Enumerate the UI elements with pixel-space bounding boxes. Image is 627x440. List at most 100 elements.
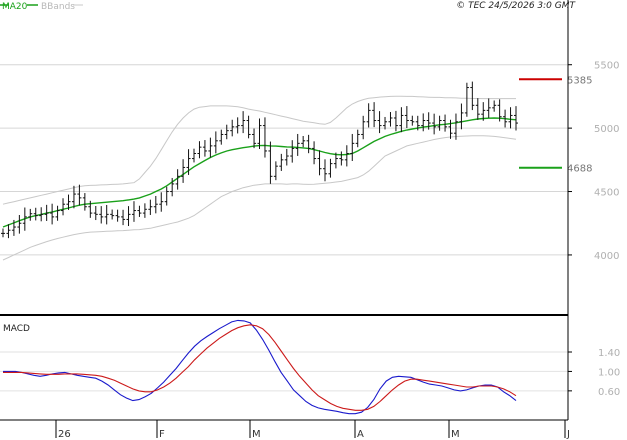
price-bar bbox=[492, 100, 497, 112]
price-markers: 5385 4688 bbox=[519, 75, 592, 175]
price-bar bbox=[50, 203, 55, 225]
price-bar bbox=[131, 201, 136, 222]
price-bar bbox=[388, 112, 393, 127]
bbands-upper-line bbox=[2, 95, 516, 205]
macd-lines bbox=[3, 319, 517, 415]
price-bar bbox=[268, 141, 273, 184]
price-bar bbox=[88, 200, 93, 218]
price-bar bbox=[71, 185, 76, 209]
price-bar bbox=[432, 113, 437, 135]
price-bar bbox=[290, 140, 295, 163]
legend-bbands: BBands bbox=[41, 2, 75, 12]
x-tick-label: F bbox=[159, 429, 165, 440]
price-bar bbox=[312, 141, 317, 165]
price-bar bbox=[197, 141, 202, 159]
price-bar bbox=[82, 193, 87, 211]
chart-legend: MA20 BBands bbox=[0, 2, 83, 12]
price-bar bbox=[126, 206, 131, 227]
macd-y-tick-label: 0.60 bbox=[598, 387, 620, 398]
price-bar bbox=[383, 116, 388, 130]
price-bar bbox=[235, 117, 240, 134]
price-bar bbox=[77, 184, 82, 206]
price-bar bbox=[55, 205, 60, 221]
price-bar bbox=[459, 103, 464, 130]
price-bar bbox=[1, 228, 5, 238]
price-bar bbox=[426, 112, 431, 130]
price-y-tick-label: 5500 bbox=[594, 61, 619, 72]
price-bar bbox=[339, 151, 344, 166]
price-bars bbox=[1, 81, 518, 239]
price-bar bbox=[344, 145, 349, 167]
price-bar bbox=[481, 102, 486, 121]
price-bar bbox=[328, 158, 333, 178]
price-bar bbox=[295, 133, 300, 156]
price-bar bbox=[366, 103, 371, 128]
bbands-lower-line bbox=[2, 135, 517, 261]
price-bar bbox=[503, 109, 508, 128]
price-bar bbox=[175, 169, 180, 190]
macd-y-tick-label: 1.40 bbox=[598, 348, 620, 359]
x-tick-label: A bbox=[357, 429, 364, 440]
price-bar bbox=[404, 106, 409, 129]
macd-signal-line bbox=[3, 324, 517, 411]
x-tick-label: M bbox=[252, 429, 261, 440]
price-bar bbox=[355, 129, 360, 148]
price-bar bbox=[202, 140, 207, 157]
price-bar bbox=[104, 204, 109, 225]
price-bar bbox=[497, 99, 502, 122]
price-bar bbox=[110, 209, 115, 220]
price-bar bbox=[241, 111, 246, 134]
price-bar bbox=[514, 106, 518, 131]
price-bar bbox=[410, 115, 415, 126]
price-y-tick-label: 5000 bbox=[594, 124, 619, 135]
price-bar bbox=[470, 81, 475, 111]
price-bar bbox=[159, 192, 164, 212]
x-tick-label: J bbox=[566, 429, 570, 440]
price-bar bbox=[93, 205, 98, 221]
price-bar bbox=[486, 98, 491, 118]
price-bar bbox=[181, 159, 186, 183]
price-bar bbox=[186, 149, 191, 175]
price-bar bbox=[22, 207, 27, 231]
price-y-tick-label: 4000 bbox=[594, 251, 619, 262]
price-bar bbox=[148, 199, 153, 215]
price-bar bbox=[192, 148, 197, 163]
price-bar bbox=[61, 198, 66, 216]
price-bar bbox=[17, 214, 22, 234]
price-bar bbox=[115, 209, 120, 222]
price-bar bbox=[252, 128, 257, 149]
bollinger-bands bbox=[2, 95, 517, 261]
price-grid bbox=[0, 64, 568, 256]
price-bar bbox=[322, 159, 327, 182]
price-bar bbox=[279, 153, 284, 171]
price-marker-label: 4688 bbox=[567, 164, 592, 175]
price-bar bbox=[508, 107, 513, 129]
price-bar bbox=[273, 161, 278, 181]
price-bar bbox=[121, 209, 126, 226]
price-bar bbox=[246, 115, 251, 139]
price-bar bbox=[377, 111, 382, 134]
price-bar bbox=[284, 148, 289, 166]
price-bar bbox=[393, 110, 398, 132]
price-marker-label: 5385 bbox=[567, 75, 592, 86]
price-bar bbox=[415, 115, 420, 131]
price-bar bbox=[208, 137, 213, 158]
price-bar bbox=[6, 224, 11, 239]
macd-grid bbox=[0, 351, 568, 392]
price-bar bbox=[142, 203, 147, 218]
price-bar bbox=[464, 82, 469, 117]
price-bar bbox=[153, 195, 158, 214]
copyright-text: © TEC 24/5/2026 3:0 GMT bbox=[456, 1, 576, 11]
price-bar bbox=[301, 135, 306, 148]
price-bar bbox=[33, 207, 38, 221]
macd-line bbox=[3, 319, 517, 415]
price-bar bbox=[28, 208, 33, 221]
price-bar bbox=[333, 152, 338, 169]
price-bar bbox=[306, 134, 311, 154]
price-y-tick-label: 4500 bbox=[594, 188, 619, 199]
x-tick-label: M bbox=[451, 429, 460, 440]
price-bar bbox=[230, 119, 235, 137]
price-bar bbox=[437, 115, 442, 131]
macd-y-tick-label: 1.00 bbox=[598, 367, 620, 378]
